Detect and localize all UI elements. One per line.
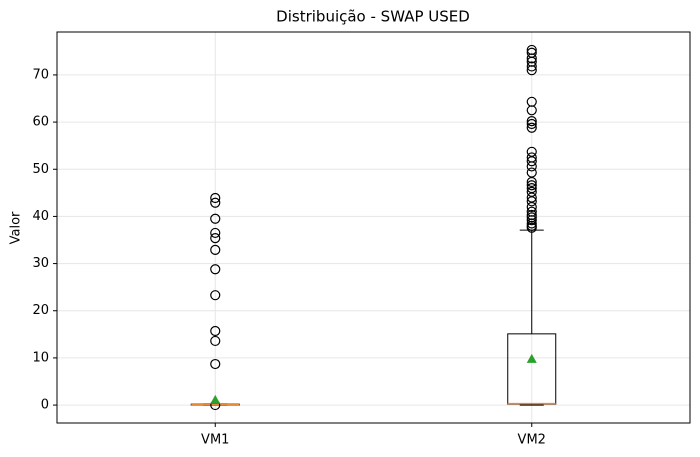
outlier [210, 290, 221, 301]
y-axis-label: Valor [9, 211, 24, 244]
y-tick-label: 60 [32, 115, 49, 130]
y-tick-label: 50 [32, 162, 49, 177]
outlier [526, 61, 537, 72]
outlier [210, 213, 221, 224]
outlier [526, 183, 537, 194]
y-tick-label: 10 [32, 350, 49, 365]
outlier [526, 146, 537, 157]
chart-title: Distribuição - SWAP USED [276, 8, 470, 26]
x-tick-label: VM2 [518, 433, 546, 448]
outlier [210, 335, 221, 347]
y-tick-label: 70 [32, 67, 49, 82]
y-tick-label: 30 [32, 256, 49, 271]
outlier [210, 325, 221, 337]
outlier [210, 233, 221, 244]
mean-marker [210, 394, 221, 404]
outlier [526, 118, 537, 130]
outlier [526, 116, 537, 127]
y-tick-label: 40 [32, 209, 49, 224]
plot-frame [56, 31, 691, 424]
outlier [210, 197, 221, 208]
outlier [210, 227, 221, 239]
y-tick-label: 20 [32, 303, 49, 318]
mean-marker [526, 353, 537, 363]
outlier [526, 152, 537, 163]
outlier [210, 358, 221, 370]
outlier [210, 264, 221, 275]
outlier [210, 192, 221, 204]
outlier [526, 44, 537, 56]
outlier [526, 122, 537, 133]
y-tick-label: 0 [41, 398, 49, 413]
outlier [526, 96, 537, 107]
outlier [526, 209, 537, 221]
outlier [526, 206, 537, 217]
outlier [526, 167, 537, 178]
outlier [210, 244, 221, 256]
x-tick-label: VM1 [201, 433, 229, 448]
outlier [526, 186, 537, 197]
outlier [526, 47, 537, 58]
outlier [526, 180, 537, 191]
